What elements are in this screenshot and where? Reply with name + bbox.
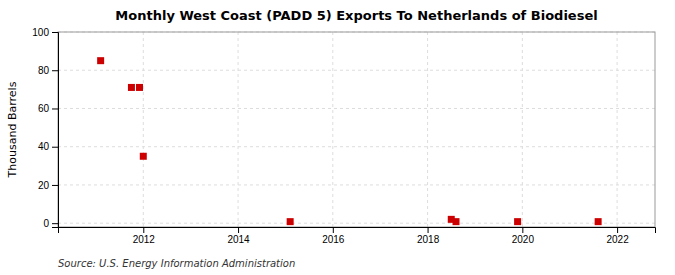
tick-mark bbox=[617, 227, 618, 233]
grid-line bbox=[427, 32, 428, 227]
tick: 2012 bbox=[133, 227, 156, 245]
tick-label: 2016 bbox=[322, 234, 345, 245]
tick-mark bbox=[52, 108, 58, 109]
grid-line bbox=[58, 184, 655, 185]
tick-mark bbox=[52, 185, 58, 186]
grid-line bbox=[617, 32, 618, 227]
grid-line bbox=[332, 32, 333, 227]
tick-mark bbox=[143, 227, 144, 233]
tick-mark bbox=[238, 227, 239, 233]
plot-area: 2012 2014 2016 2018 2020 2022 0 20 40 60 80 100 bbox=[32, 27, 655, 245]
annotation: Source: U.S. Energy Information Administ… bbox=[58, 258, 295, 269]
tick: 2022 bbox=[606, 227, 629, 245]
point bbox=[136, 84, 143, 91]
title: Monthly West Coast (PADD 5) Exports To N… bbox=[115, 8, 597, 23]
tick: 0 bbox=[43, 218, 58, 229]
tick-mark bbox=[428, 227, 429, 233]
tick-mark bbox=[522, 227, 523, 233]
tick: 80 bbox=[38, 65, 58, 76]
grid-line bbox=[522, 32, 523, 227]
point bbox=[97, 57, 104, 64]
chart-svg: 2012 2014 2016 2018 2020 2022 0 20 40 60 80 100 Mont… bbox=[0, 0, 675, 275]
tick-mark bbox=[52, 223, 58, 224]
tick: 100 bbox=[32, 27, 58, 38]
point bbox=[595, 218, 602, 225]
tick-label: 20 bbox=[38, 180, 50, 191]
y-axis: 0 20 40 60 80 100 bbox=[32, 27, 58, 229]
y-axis-label: Thousand Barrels bbox=[6, 81, 19, 178]
grid-line bbox=[58, 108, 655, 109]
tick-label: 0 bbox=[43, 218, 49, 229]
tick-label: 2018 bbox=[417, 234, 440, 245]
tick-label: 100 bbox=[32, 27, 49, 38]
point bbox=[128, 84, 135, 91]
x-axis: 2012 2014 2016 2018 2020 2022 bbox=[59, 227, 656, 245]
tick-label: 2014 bbox=[227, 234, 250, 245]
tick: 2018 bbox=[417, 227, 440, 245]
tick-label: 2012 bbox=[133, 234, 156, 245]
point bbox=[140, 153, 147, 160]
tick-label: 2020 bbox=[512, 234, 535, 245]
tick: 60 bbox=[38, 103, 58, 114]
tick: 20 bbox=[38, 180, 58, 191]
tick-mark bbox=[52, 147, 58, 148]
tick-label: 60 bbox=[38, 103, 50, 114]
axis-line bbox=[59, 228, 656, 234]
tick-mark bbox=[52, 32, 58, 33]
grid-line bbox=[58, 70, 655, 71]
points bbox=[97, 57, 602, 225]
tick: 2020 bbox=[512, 227, 535, 245]
tick: 2016 bbox=[322, 227, 345, 245]
tick-mark bbox=[333, 227, 334, 233]
plot-frame bbox=[58, 32, 655, 227]
tick: 40 bbox=[38, 141, 58, 152]
grid bbox=[58, 32, 655, 227]
tick-label: 80 bbox=[38, 65, 50, 76]
grid-line bbox=[143, 32, 144, 227]
grid-line bbox=[58, 146, 655, 147]
tick-label: 2022 bbox=[606, 234, 629, 245]
tick: 2014 bbox=[227, 227, 250, 245]
tick-mark bbox=[52, 70, 58, 71]
point bbox=[453, 218, 460, 225]
point bbox=[287, 218, 294, 225]
grid-line bbox=[238, 32, 239, 227]
axis-line bbox=[52, 33, 59, 228]
point bbox=[514, 218, 521, 225]
tick-label: 40 bbox=[38, 141, 50, 152]
grid-line bbox=[58, 223, 655, 224]
